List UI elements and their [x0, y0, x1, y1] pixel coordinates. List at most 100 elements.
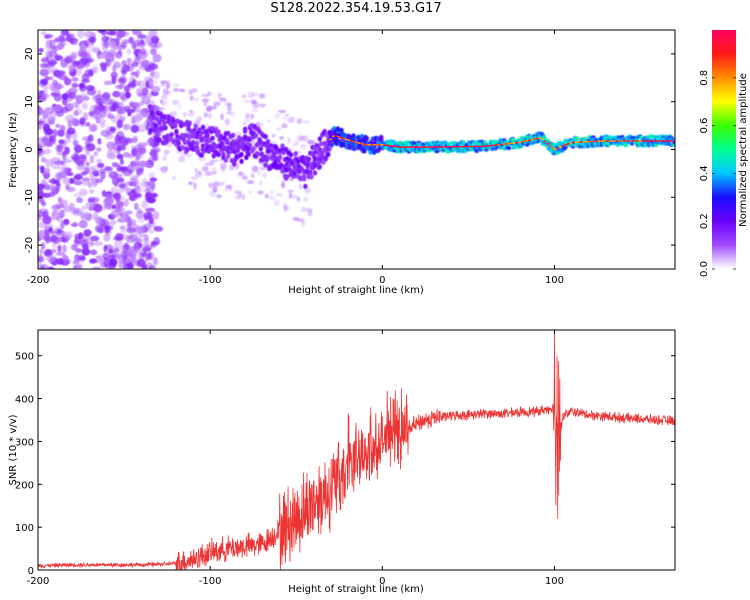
heatmap-cell [151, 38, 159, 43]
heatmap-cell [78, 219, 88, 229]
heatmap-cell [253, 133, 259, 139]
heatmap-cell [160, 101, 166, 106]
heatmap-cell [109, 219, 117, 226]
colorbar-step [712, 111, 736, 115]
heatmap-cell [243, 99, 251, 104]
heatmap-ridge-cell [644, 140, 648, 142]
heatmap-cell [263, 162, 268, 168]
heatmap-cell [104, 227, 112, 236]
heatmap-cell [190, 176, 199, 180]
colorbar-step [712, 141, 736, 145]
heatmap-cell [303, 197, 309, 202]
colorbar-gradient [712, 30, 736, 270]
heatmap-cell [97, 118, 106, 125]
heatmap-cell [127, 111, 132, 117]
heatmap-cell [115, 199, 121, 206]
heatmap-cell [126, 48, 132, 55]
heatmap-cell [304, 187, 311, 194]
colorbar-step [712, 203, 736, 206]
heatmap-cell [101, 35, 109, 42]
heatmap-cell [147, 85, 153, 90]
heatmap-cell [148, 78, 154, 86]
heatmap-cell [342, 132, 348, 139]
heatmap-ridge-cell [512, 142, 516, 144]
x-tick-label: -200 [27, 275, 50, 286]
heatmap-cell [54, 104, 62, 110]
heatmap-cell [106, 153, 117, 160]
colorbar-label: Normalized spectral amplitude [738, 73, 749, 227]
heatmap-cell [96, 147, 102, 152]
heatmap-cell [318, 141, 324, 147]
heatmap-cell [40, 165, 45, 174]
heatmap-cell [64, 31, 71, 37]
heatmap-cell [134, 72, 139, 78]
heatmap-cell [39, 68, 49, 77]
colorbar-step [712, 263, 736, 266]
heatmap-cell [82, 243, 89, 252]
heatmap-cell [138, 34, 147, 39]
heatmap-cell [234, 195, 243, 200]
heatmap-ridge-cell [362, 143, 366, 146]
heatmap-cell [201, 148, 207, 154]
heatmap-cell [276, 127, 282, 131]
heatmap-ridge-cell [450, 145, 454, 148]
heatmap-cell [149, 48, 157, 56]
heatmap-cell [153, 106, 161, 112]
heatmap-cell [391, 139, 396, 144]
heatmap-cell [242, 175, 248, 180]
heatmap-cell [69, 33, 75, 39]
snr-frame [37, 329, 676, 571]
colorbar-step [712, 95, 736, 99]
heatmap-cell [149, 177, 158, 182]
heatmap-ridge-cell [561, 145, 565, 147]
heatmap-cell [75, 60, 81, 66]
colorbar-step [712, 75, 736, 79]
heatmap-cell [163, 125, 168, 131]
colorbar-step [712, 37, 736, 41]
heatmap-cell [240, 138, 245, 144]
heatmap-ridge-cell [546, 142, 550, 145]
heatmap-cell [142, 241, 150, 249]
heatmap-ridge-cell [403, 146, 408, 148]
heatmap-cell [66, 172, 74, 177]
colorbar-step [712, 237, 736, 240]
heatmap-cell [151, 85, 161, 93]
heatmap-ridge-cell [564, 144, 568, 146]
heatmap-ridge-cell [631, 140, 635, 142]
heatmap-cell [205, 132, 210, 139]
heatmap-cell [99, 171, 106, 180]
heatmap-cell [47, 60, 58, 66]
colorbar-step [712, 113, 736, 117]
heatmap-cell [53, 93, 62, 102]
heatmap-cell [210, 135, 215, 141]
heatmap-cell [42, 85, 48, 93]
heatmap-cell [71, 101, 79, 108]
heatmap-ridge-cell [633, 140, 638, 142]
heatmap-cell [482, 140, 488, 145]
heatmap-cell [123, 242, 130, 250]
chart-title: S128.2022.354.19.53.G17 [270, 1, 442, 16]
heatmap-cell [189, 95, 194, 101]
heatmap-cell [77, 254, 86, 261]
heatmap-ridge-cell [476, 145, 480, 148]
heatmap-cell [227, 103, 233, 108]
heatmap-cell [45, 249, 52, 257]
heatmap-cell [162, 156, 167, 161]
heatmap-cell [303, 183, 308, 189]
heatmap-cell [316, 151, 321, 157]
heatmap-cell [38, 141, 46, 149]
heatmap-cell [61, 93, 69, 100]
heatmap-cell [89, 114, 99, 119]
heatmap-cell [172, 87, 180, 93]
colorbar-step [712, 187, 736, 190]
heatmap-cell [147, 251, 155, 261]
heatmap-ridge-cell [414, 146, 418, 148]
heatmap-cell [160, 80, 168, 85]
heatmap-cell [317, 164, 323, 170]
heatmap-cell [38, 208, 48, 214]
heatmap-cell [154, 41, 163, 49]
heatmap-cell [123, 85, 130, 93]
heatmap-cell [85, 161, 90, 167]
heatmap-cell [114, 188, 125, 194]
heatmap-ridge-cell [672, 140, 675, 142]
